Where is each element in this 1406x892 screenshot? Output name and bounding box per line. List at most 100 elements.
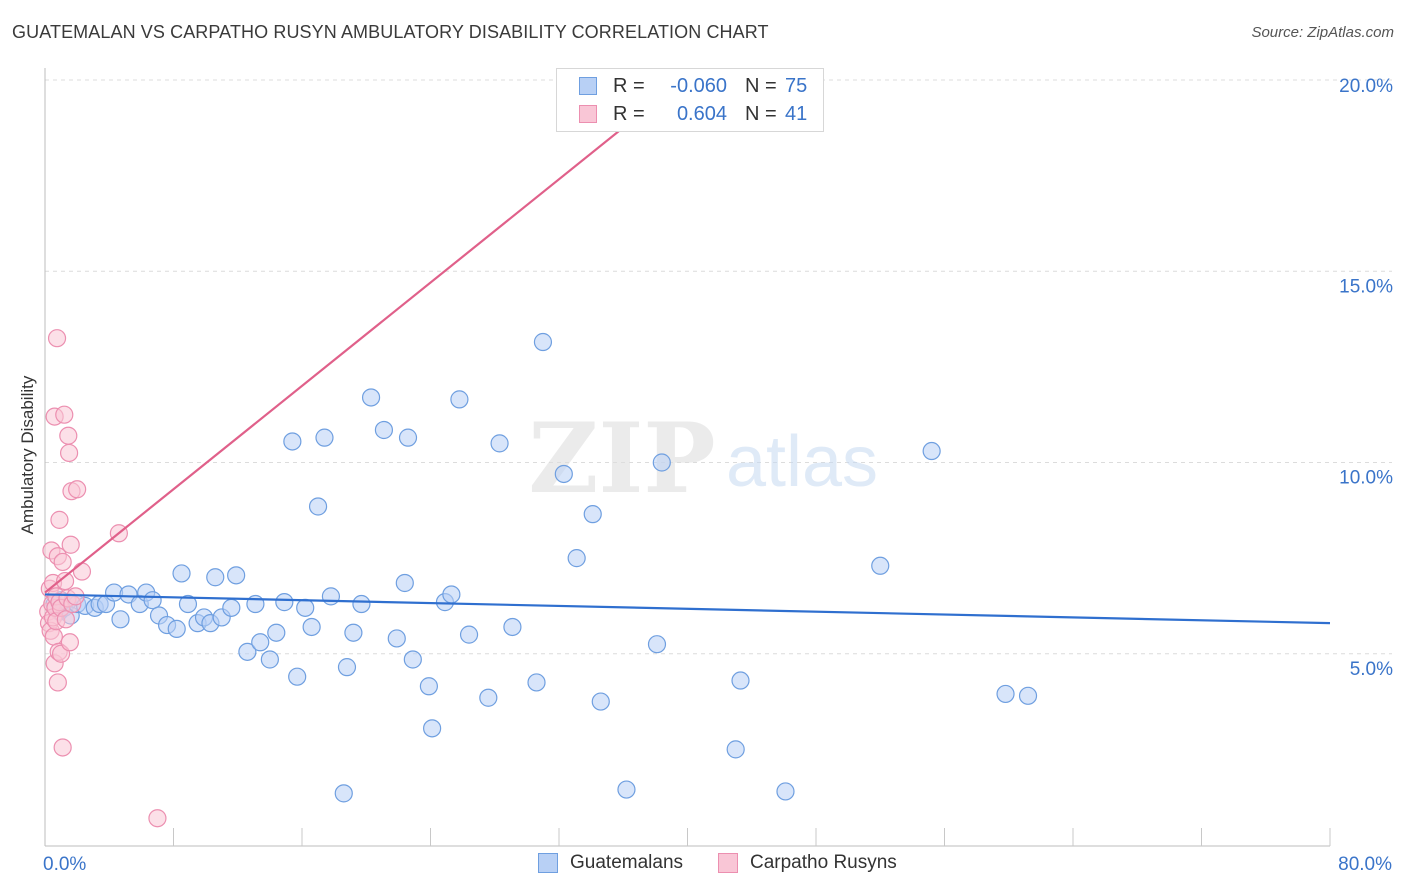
- guatemalan-point: [527, 673, 546, 692]
- guatemalan-point: [731, 671, 750, 690]
- y-axis-label: Ambulatory Disability: [18, 375, 37, 535]
- guatemalan-point: [1018, 686, 1038, 705]
- guatemalan-point: [143, 591, 162, 610]
- y-tick-label: 20.0%: [1339, 76, 1393, 97]
- legend-r-value: -0.060: [670, 74, 727, 97]
- guatemalan-point: [403, 650, 422, 669]
- legend-r-label: R =: [613, 74, 645, 97]
- x-tick-label: 0.0%: [43, 854, 86, 875]
- carpatho-rusyn-point: [61, 535, 80, 554]
- guatemalan-point: [591, 692, 610, 711]
- series-swatch-pink: [718, 853, 738, 873]
- legend-n-label: N =: [745, 102, 777, 125]
- guatemalan-point: [238, 642, 257, 661]
- guatemalan-point: [337, 658, 357, 677]
- series-label: Carpatho Rusyns: [750, 852, 897, 873]
- guatemalan-point: [251, 633, 270, 652]
- guatemalan-point: [178, 594, 198, 614]
- guatemalan-point: [374, 420, 394, 440]
- carpatho-rusyn-point: [47, 329, 67, 348]
- carpatho-rusyn-point: [48, 673, 67, 692]
- guatemalan-point: [442, 585, 461, 604]
- carpatho-rusyn-point: [56, 610, 75, 629]
- series-swatch-blue: [538, 853, 558, 873]
- series-legend: Guatemalans Carpatho Rusyns: [0, 852, 1406, 876]
- guatemalan-point: [288, 667, 307, 686]
- guatemalan-point: [283, 432, 302, 451]
- trend-layer: [44, 94, 1331, 625]
- guatemalan-point: [167, 619, 186, 638]
- guatemalan-point: [267, 623, 286, 642]
- guatemalan-trend-line: [44, 593, 1331, 625]
- grid-layer: [45, 79, 1392, 655]
- x-tick-label: 80.0%: [1338, 854, 1392, 875]
- series-legend-carpatho-rusyns: Carpatho Rusyns: [718, 852, 897, 874]
- guatemalan-point: [321, 587, 341, 606]
- points-layer: [39, 74, 1038, 828]
- carpatho-rusyn-point: [68, 480, 87, 499]
- carpatho-rusyn-point: [72, 562, 92, 581]
- guatemalan-point: [503, 617, 522, 637]
- guatemalan-point: [398, 428, 418, 447]
- guatemalan-point: [567, 549, 586, 568]
- carpatho-rusyn-point: [53, 552, 72, 572]
- correlation-legend: R = -0.060 N = 75 R = 0.604 N = 41: [556, 68, 824, 132]
- guatemalan-point: [308, 497, 328, 516]
- legend-n-value: 41: [785, 102, 808, 125]
- legend-n-label: N =: [745, 74, 777, 97]
- guatemalan-point: [227, 566, 246, 585]
- carpatho-rusyn-point: [59, 426, 78, 445]
- guatemalan-point: [315, 428, 334, 447]
- guatemalan-point: [275, 593, 294, 612]
- legend-swatch-pink: [579, 105, 597, 123]
- guatemalan-point: [172, 564, 191, 583]
- axes-layer: [44, 68, 1331, 847]
- legend-n-value: 75: [785, 74, 808, 97]
- carpatho-rusyn-trend-line: [44, 94, 665, 594]
- guatemalan-point: [296, 598, 315, 617]
- guatemalan-point: [334, 784, 353, 803]
- guatemalan-point: [776, 782, 795, 801]
- y-tick-label: 5.0%: [1350, 659, 1393, 680]
- guatemalan-point: [922, 441, 941, 461]
- carpatho-rusyn-point: [60, 633, 79, 652]
- guatemalan-point: [871, 556, 890, 575]
- series-label: Guatemalans: [570, 852, 684, 873]
- guatemalan-point: [479, 688, 498, 707]
- guatemalan-point: [726, 740, 745, 759]
- carpatho-rusyn-point: [55, 405, 74, 424]
- guatemalan-point: [459, 625, 479, 644]
- guatemalan-point: [423, 719, 442, 738]
- y-tick-label: 15.0%: [1339, 276, 1393, 297]
- legend-r-value: 0.604: [676, 102, 727, 125]
- guatemalan-point: [361, 388, 381, 407]
- carpatho-rusyn-point: [44, 627, 63, 646]
- carpatho-rusyn-point: [59, 443, 79, 463]
- guatemalan-point: [352, 594, 371, 614]
- source-credit: Source: ZipAtlas.com: [1251, 24, 1394, 41]
- legend-row-carpatho-rusyns: R = 0.604 N = 41: [579, 101, 815, 127]
- guatemalan-point: [533, 332, 553, 352]
- guatemalan-point: [419, 677, 438, 696]
- watermark: ZIP atlas: [528, 402, 878, 515]
- guatemalan-point: [617, 780, 636, 799]
- legend-r-label: R =: [613, 102, 645, 125]
- guatemalan-point: [583, 505, 602, 524]
- guatemalan-point: [450, 390, 469, 409]
- guatemalan-point: [652, 453, 671, 472]
- series-legend-guatemalans: Guatemalans: [538, 852, 683, 874]
- guatemalan-point: [395, 573, 414, 593]
- ticks-layer: 5.0% 10.0% 15.0% 20.0% 0.0% 80.0%: [43, 76, 1393, 875]
- guatemalan-point: [302, 617, 321, 637]
- legend-swatch-blue: [579, 77, 597, 95]
- legend-row-guatemalans: R = -0.060 N = 75: [579, 73, 815, 99]
- guatemalan-point: [554, 464, 573, 484]
- watermark-zip: ZIP: [528, 402, 715, 515]
- carpatho-rusyn-point: [148, 809, 167, 828]
- carpatho-rusyn-point: [53, 738, 72, 757]
- guatemalan-point: [647, 635, 667, 654]
- guatemalan-point: [387, 629, 406, 648]
- y-tick-label: 10.0%: [1339, 468, 1393, 489]
- guatemalan-point: [344, 623, 363, 642]
- carpatho-rusyn-point: [50, 510, 69, 529]
